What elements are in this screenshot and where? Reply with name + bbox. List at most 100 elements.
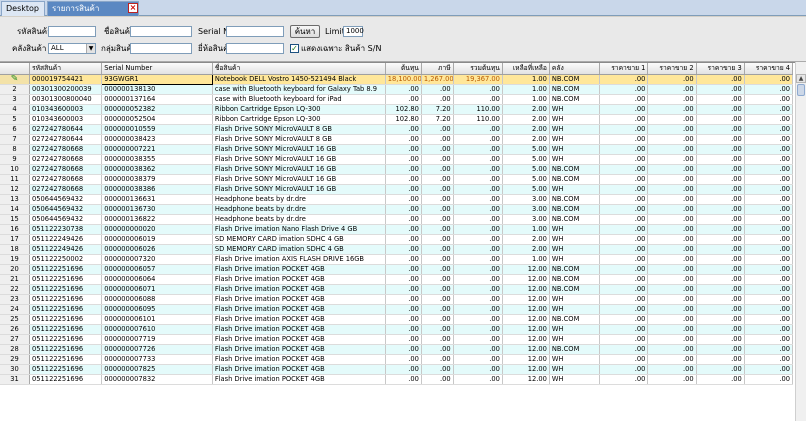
warehouse-cell[interactable]: NB.COM [549, 164, 601, 175]
price-3-cell[interactable]: .00 [696, 174, 745, 185]
product-name-cell[interactable]: Flash Drive SONY MicroVAULT 16 GB [212, 174, 386, 185]
total-cost-cell[interactable]: .00 [453, 374, 503, 385]
remaining-qty-cell[interactable]: 5.00 [502, 144, 550, 155]
total-cost-cell[interactable]: .00 [453, 144, 503, 155]
price-2-cell[interactable]: .00 [647, 344, 697, 355]
remaining-qty-cell[interactable]: 2.00 [502, 134, 550, 145]
cost-cell[interactable]: .00 [385, 144, 422, 155]
serial-number-cell[interactable]: 000000038362 [101, 164, 213, 175]
serial-number-cell[interactable]: 000000052504 [101, 114, 213, 125]
product-name-cell[interactable]: Flash Drive SONY MicroVAULT 8 GB [212, 124, 386, 135]
price-1-cell[interactable]: .00 [599, 254, 649, 265]
price-1-cell[interactable]: .00 [599, 284, 649, 295]
price-1-cell[interactable]: .00 [599, 144, 649, 155]
serial-number-cell[interactable]: 000000052382 [101, 104, 213, 115]
product-name-cell[interactable]: Headphone beats by dr.dre [212, 214, 386, 225]
cost-cell[interactable]: .00 [385, 304, 422, 315]
price-2-cell[interactable]: .00 [647, 74, 697, 85]
tax-cell[interactable]: .00 [421, 374, 454, 385]
price-2-cell[interactable]: .00 [647, 374, 697, 385]
cost-cell[interactable]: .00 [385, 334, 422, 345]
total-cost-cell[interactable]: .00 [453, 284, 503, 295]
serial-number-cell[interactable]: 000000138130 [101, 84, 213, 95]
total-cost-cell[interactable]: .00 [453, 174, 503, 185]
warehouse-cell[interactable]: WH [549, 134, 601, 145]
price-4-cell[interactable]: .00 [744, 214, 794, 225]
warehouse-cell[interactable]: WH [549, 184, 601, 195]
price-2-cell[interactable]: .00 [647, 144, 697, 155]
remaining-qty-cell[interactable]: 12.00 [502, 344, 550, 355]
price-3-cell[interactable]: .00 [696, 184, 745, 195]
serial-grid[interactable]: รหัสสินค้า Serial Number ชื่อสินค้า ต้นทุนภ… [0, 62, 795, 421]
product-name-cell[interactable]: Ribbon Cartridge Epson LQ-300 [212, 104, 386, 115]
price-3-cell[interactable]: .00 [696, 234, 745, 245]
warehouse-cell[interactable]: NB.COM [549, 344, 601, 355]
table-row[interactable]: 3 00301300800040 000000137164 case with Blu… [0, 94, 794, 105]
tax-cell[interactable]: 7.20 [421, 104, 454, 115]
cost-cell[interactable]: .00 [385, 264, 422, 275]
cost-cell[interactable]: .00 [385, 324, 422, 335]
row-number[interactable]: 12 [0, 184, 31, 195]
price-3-cell[interactable]: .00 [696, 284, 745, 295]
price-3-cell[interactable]: .00 [696, 374, 745, 385]
product-name-cell[interactable]: Ribbon Cartridge Epson LQ-300 [212, 114, 386, 125]
total-cost-cell[interactable]: .00 [453, 274, 503, 285]
price-1-cell[interactable]: .00 [599, 94, 649, 105]
brand-input[interactable] [226, 43, 284, 54]
price-1-cell[interactable]: .00 [599, 74, 649, 85]
product-code-cell[interactable]: 051122251696 [29, 314, 103, 325]
remaining-qty-cell[interactable]: 12.00 [502, 294, 550, 305]
tax-cell[interactable]: 1,267.00 [421, 74, 454, 85]
remaining-qty-header[interactable]: เหลือที่เหลือ [502, 63, 550, 75]
price-4-cell[interactable]: .00 [744, 204, 794, 215]
total-cost-cell[interactable]: .00 [453, 234, 503, 245]
product-code-cell[interactable]: 027242780668 [29, 174, 103, 185]
product-code-cell[interactable]: 00301300800040 [29, 94, 103, 105]
cost-cell[interactable]: .00 [385, 224, 422, 235]
product-name-header[interactable]: ชื่อสินค้า [212, 63, 386, 75]
price-3-cell[interactable]: .00 [696, 124, 745, 135]
product-name-cell[interactable]: Flash Drive SONY MicroVAULT 16 GB [212, 184, 386, 195]
product-code-cell[interactable]: 051122249426 [29, 234, 103, 245]
search-button[interactable]: ค้นหา [290, 25, 320, 38]
tax-cell[interactable]: .00 [421, 304, 454, 315]
table-row[interactable]: 4 010343600003 000000052382 Ribbon Cartridg… [0, 104, 794, 115]
product-code-cell[interactable]: 027242780644 [29, 124, 103, 135]
serial-number-cell[interactable]: 000000007719 [101, 334, 213, 345]
row-number[interactable]: 4 [0, 104, 31, 115]
price-2-header[interactable]: ราคาขาย 2 [647, 63, 697, 75]
tax-header[interactable]: ภาษี [421, 63, 454, 75]
product-code-cell[interactable]: 027242780668 [29, 184, 103, 195]
price-4-cell[interactable]: .00 [744, 334, 794, 345]
table-row[interactable]: 9 027242780668 000000038355 Flash Drive SON… [0, 154, 794, 165]
product-code-cell[interactable]: 051122230738 [29, 224, 103, 235]
price-2-cell[interactable]: .00 [647, 84, 697, 95]
product-code-cell[interactable]: 000019754421 [29, 74, 103, 85]
price-1-cell[interactable]: .00 [599, 234, 649, 245]
cost-cell[interactable]: 18,100.00 [385, 74, 422, 85]
warehouse-cell[interactable]: NB.COM [549, 94, 601, 105]
total-cost-cell[interactable]: .00 [453, 154, 503, 165]
price-2-cell[interactable]: .00 [647, 164, 697, 175]
product-code-cell[interactable]: 027242780668 [29, 164, 103, 175]
price-1-cell[interactable]: .00 [599, 294, 649, 305]
warehouse-cell[interactable]: WH [549, 294, 601, 305]
cost-cell[interactable]: .00 [385, 364, 422, 375]
price-4-cell[interactable]: .00 [744, 244, 794, 255]
price-4-cell[interactable]: .00 [744, 154, 794, 165]
row-number[interactable]: ✎ [0, 74, 31, 85]
price-1-cell[interactable]: .00 [599, 124, 649, 135]
serial-number-cell[interactable]: 000000007832 [101, 374, 213, 385]
remaining-qty-cell[interactable]: 12.00 [502, 264, 550, 275]
tax-cell[interactable]: .00 [421, 354, 454, 365]
price-3-cell[interactable]: .00 [696, 164, 745, 175]
row-number[interactable]: 18 [0, 244, 31, 255]
remaining-qty-cell[interactable]: 1.00 [502, 254, 550, 265]
warehouse-cell[interactable]: WH [549, 244, 601, 255]
cost-cell[interactable]: .00 [385, 254, 422, 265]
tab-serial-report[interactable]: รายการสินค้าตาม(S/N) [47, 1, 139, 27]
price-3-cell[interactable]: .00 [696, 94, 745, 105]
tax-cell[interactable]: .00 [421, 334, 454, 345]
price-2-cell[interactable]: .00 [647, 284, 697, 295]
product-name-cell[interactable]: Flash Drive imation POCKET 4GB [212, 284, 386, 295]
